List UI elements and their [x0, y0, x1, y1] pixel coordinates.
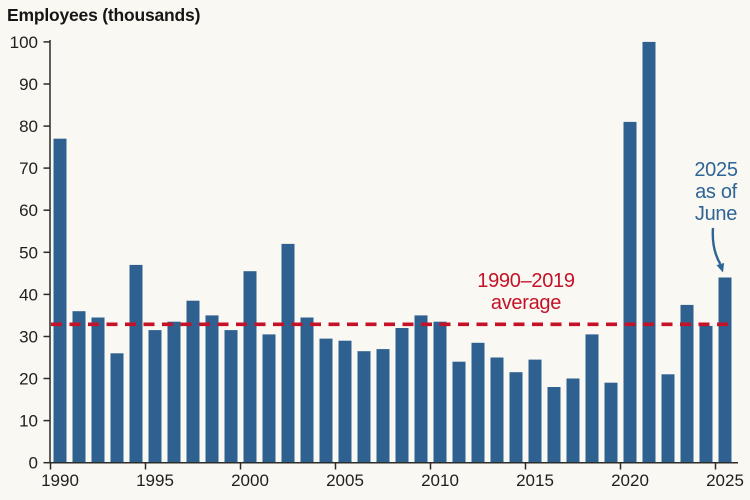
x-tick-label-2000: 2000: [231, 471, 269, 490]
annotation-2025-label: 2025 as of June: [687, 159, 745, 225]
y-tick-label-30: 30: [19, 328, 38, 347]
bar-2005: [338, 340, 352, 463]
bar-1995: [148, 330, 162, 463]
bar-1991: [72, 311, 86, 463]
x-tick-label-2015: 2015: [516, 471, 554, 490]
bar-2016: [547, 387, 561, 463]
bar-2021: [642, 41, 656, 463]
x-tick-label-2005: 2005: [326, 471, 364, 490]
bar-2022: [661, 374, 675, 463]
annotation-arrow-line: [711, 227, 722, 265]
bar-1998: [205, 315, 219, 463]
bar-1999: [224, 330, 238, 463]
x-tick-label-2020: 2020: [611, 471, 649, 490]
y-tick-label-0: 0: [29, 454, 38, 473]
bar-1993: [110, 353, 124, 463]
bar-2023: [680, 304, 694, 463]
y-tick-label-50: 50: [19, 243, 38, 262]
bar-2007: [376, 349, 390, 463]
bar-2019: [604, 382, 618, 463]
bar-2024: [699, 325, 713, 463]
bar-2013: [490, 357, 504, 463]
y-tick-label-10: 10: [19, 412, 38, 431]
y-tick-label-70: 70: [19, 159, 38, 178]
annotation-line2: as of: [695, 181, 737, 203]
bar-2018: [585, 334, 599, 463]
annotation-line3: June: [694, 203, 738, 225]
bar-2014: [509, 372, 523, 463]
y-tick-label-100: 100: [10, 33, 38, 52]
bar-1997: [186, 300, 200, 463]
y-tick-label-90: 90: [19, 75, 38, 94]
bar-1990: [53, 138, 67, 463]
y-tick-label-40: 40: [19, 285, 38, 304]
bar-1992: [91, 317, 105, 463]
x-tick-label-1990: 1990: [41, 471, 79, 490]
bar-2015: [528, 359, 542, 463]
y-tick-label-20: 20: [19, 370, 38, 389]
bar-2025: [718, 277, 732, 463]
x-tick-label-2010: 2010: [421, 471, 459, 490]
bar-2002: [281, 243, 295, 463]
bar-2006: [357, 351, 371, 463]
bar-2017: [566, 378, 580, 463]
bar-2010: [433, 321, 447, 463]
x-tick-label-2025: 2025: [706, 471, 744, 490]
average-line-label: 1990–2019 average: [470, 270, 582, 314]
bar-2012: [471, 342, 485, 463]
y-tick-label-80: 80: [19, 117, 38, 136]
annotation-arrowhead: [716, 262, 725, 273]
chart-title: Employees (thousands): [7, 5, 201, 25]
bar-1994: [129, 264, 143, 463]
bar-1996: [167, 321, 181, 463]
bar-2009: [414, 315, 428, 463]
bar-2008: [395, 328, 409, 463]
bar-2001: [262, 334, 276, 463]
bar-2000: [243, 271, 257, 463]
average-label-line1: 1990–2019: [477, 270, 575, 292]
annotation-line1: 2025: [694, 159, 738, 181]
bar-2020: [623, 121, 637, 463]
bar-2003: [300, 317, 314, 463]
average-label-line2: average: [490, 292, 562, 314]
bar-2004: [319, 338, 333, 463]
bar-2011: [452, 361, 466, 463]
x-tick-label-1995: 1995: [136, 471, 174, 490]
y-tick-label-60: 60: [19, 201, 38, 220]
